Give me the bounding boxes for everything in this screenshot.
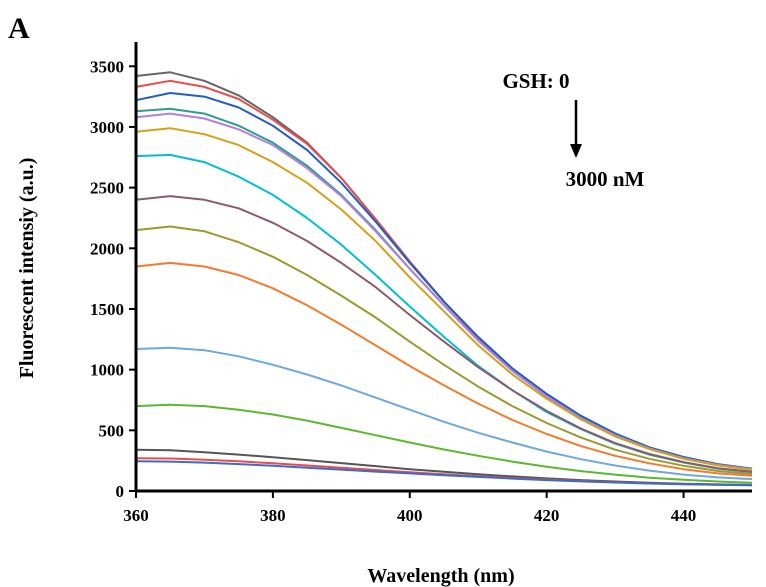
- series-line-15: [135, 460, 753, 487]
- annotation-top-label: GSH: 0: [502, 69, 569, 93]
- series-layer: [135, 71, 753, 487]
- series-line-13: [135, 448, 753, 486]
- panel-label: A: [8, 12, 30, 45]
- y-tick-label: 3500: [90, 57, 124, 76]
- series-line-7: [135, 153, 753, 474]
- x-axis-title: Wavelength (nm): [367, 565, 514, 587]
- series-line-11: [135, 346, 753, 481]
- y-axis-title: Fluorescent intensiy (a.u.): [16, 158, 38, 379]
- y-tick-label: 1000: [90, 361, 124, 380]
- series-line-5: [135, 112, 753, 471]
- series-line-1: [135, 71, 753, 471]
- annotation-bottom-label: 3000 nM: [566, 167, 645, 191]
- series-line-3: [135, 92, 753, 470]
- x-tick-label: 400: [397, 506, 423, 525]
- x-tick-label: 440: [671, 506, 697, 525]
- y-tick-label: 2500: [90, 179, 124, 198]
- series-line-2: [135, 79, 753, 471]
- series-line-12: [135, 403, 753, 484]
- y-tick-label: 1500: [90, 300, 124, 319]
- y-tick-label: 0: [116, 482, 125, 501]
- y-tick-label: 3000: [90, 118, 124, 137]
- series-line-10: [135, 261, 753, 477]
- annotation: GSH: 0 3000 nM: [502, 69, 644, 191]
- x-tick-label: 360: [123, 506, 149, 525]
- x-tick-label: 420: [534, 506, 560, 525]
- axes-layer: 0 500 1000 1500 2000 2500 3000 3500 360 380 400 420…: [90, 42, 752, 525]
- x-tick-label: 380: [260, 506, 286, 525]
- series-line-9: [135, 225, 753, 475]
- series-line-8: [135, 195, 753, 473]
- y-tick-label: 500: [99, 421, 125, 440]
- annotation-arrow-head: [570, 144, 582, 158]
- y-tick-label: 2000: [90, 239, 124, 258]
- series-line-6: [135, 127, 753, 471]
- series-line-4: [135, 107, 753, 471]
